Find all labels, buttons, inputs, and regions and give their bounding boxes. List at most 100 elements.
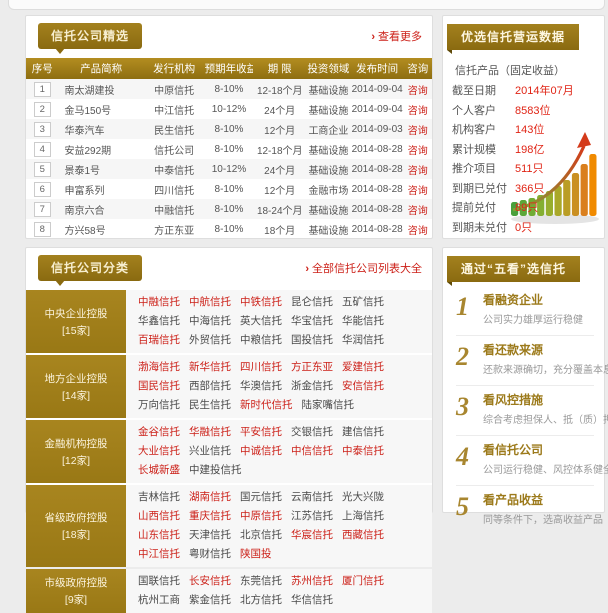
company-link[interactable]: 山东信托 xyxy=(138,529,180,541)
company-link[interactable]: 兴业信托 xyxy=(189,445,231,457)
company-link[interactable]: 外贸信托 xyxy=(189,334,231,346)
company-link[interactable]: 华宝信托 xyxy=(291,315,333,327)
company-link[interactable]: 西藏信托 xyxy=(342,529,384,541)
company-link[interactable]: 天津信托 xyxy=(189,529,231,541)
company-link[interactable]: 紫金信托 xyxy=(189,594,231,606)
five-look-number: 1 xyxy=(456,292,469,321)
company-link[interactable]: 中建投信托 xyxy=(189,464,242,476)
product-name-cell[interactable]: 方兴58号 xyxy=(64,225,106,237)
company-link[interactable]: 中铁信托 xyxy=(240,296,282,308)
company-link[interactable]: 中融信托 xyxy=(138,296,180,308)
company-link[interactable]: 国元信托 xyxy=(240,491,282,503)
field-cell: 工商企业 xyxy=(306,119,351,139)
company-link[interactable]: 英大信托 xyxy=(240,315,282,327)
product-name-cell[interactable]: 景泰1号 xyxy=(58,159,144,179)
product-name-cell[interactable]: 南太湖建投 xyxy=(58,79,144,99)
company-link[interactable]: 上海信托 xyxy=(342,510,384,522)
company-link[interactable]: 长城新盛 xyxy=(138,464,180,476)
company-link[interactable]: 建信信托 xyxy=(342,426,384,438)
company-link[interactable]: 中江信托 xyxy=(138,548,180,560)
company-link[interactable]: 万向信托 xyxy=(138,399,180,411)
company-link[interactable]: 厦门信托 xyxy=(342,575,384,587)
consult-link[interactable]: 咨询 xyxy=(407,225,428,237)
company-link[interactable]: 新时代信托 xyxy=(240,399,293,411)
column-header: 产品简称 xyxy=(58,58,144,79)
company-link[interactable]: 云南信托 xyxy=(291,491,333,503)
company-link[interactable]: 北方信托 xyxy=(240,594,282,606)
company-link[interactable]: 陕国投 xyxy=(240,548,272,560)
date-cell: 2014-09-04 xyxy=(350,79,404,99)
company-link[interactable]: 四川信托 xyxy=(240,361,282,373)
company-link[interactable]: 华融信托 xyxy=(189,426,231,438)
view-more-link[interactable]: › 查看更多 xyxy=(371,31,422,43)
company-link[interactable]: 浙金信托 xyxy=(291,380,333,392)
company-link[interactable]: 长安信托 xyxy=(189,575,231,587)
product-name-cell[interactable]: 南京六合 xyxy=(58,199,144,219)
company-link[interactable]: 国民信托 xyxy=(138,380,180,392)
company-link[interactable]: 粤财信托 xyxy=(189,548,231,560)
company-link[interactable]: 华信信托 xyxy=(291,594,333,606)
stat-value: 366只 xyxy=(515,182,545,195)
company-link[interactable]: 中泰信托 xyxy=(342,445,384,457)
company-link[interactable]: 新华信托 xyxy=(189,361,231,373)
operating-data-ribbon: 优选信托营运数据 xyxy=(447,24,580,54)
company-link[interactable]: 吉林信托 xyxy=(138,491,180,503)
company-link[interactable]: 平安信托 xyxy=(240,426,282,438)
company-link[interactable]: 五矿信托 xyxy=(342,296,384,308)
company-link[interactable]: 苏州信托 xyxy=(291,575,333,587)
company-link[interactable]: 西部信托 xyxy=(189,380,231,392)
all-companies-link[interactable]: › 全部信托公司列表大全 xyxy=(305,263,422,275)
company-link[interactable]: 重庆信托 xyxy=(189,510,231,522)
five-look-number: 5 xyxy=(456,492,469,521)
product-name-cell[interactable]: 申富系列 xyxy=(64,185,105,197)
company-link[interactable]: 中海信托 xyxy=(189,315,231,327)
company-link[interactable]: 中信信托 xyxy=(291,445,333,457)
company-link[interactable]: 东莞信托 xyxy=(240,575,282,587)
field-cell: 金融市场 xyxy=(308,185,349,197)
row-number-cell: 5 xyxy=(26,159,59,179)
consult-link[interactable]: 咨询 xyxy=(407,105,428,117)
company-link[interactable]: 江苏信托 xyxy=(291,510,333,522)
five-look-desc: 同等条件下，选高收益产品 xyxy=(483,515,603,526)
company-link[interactable]: 金谷信托 xyxy=(138,426,180,438)
company-link[interactable]: 爱建信托 xyxy=(342,361,384,373)
company-link[interactable]: 昆仑信托 xyxy=(291,296,333,308)
company-link[interactable]: 华宸信托 xyxy=(291,529,333,541)
company-link[interactable]: 华润信托 xyxy=(342,334,384,346)
company-link[interactable]: 华澳信托 xyxy=(240,380,282,392)
company-link[interactable]: 华鑫信托 xyxy=(138,315,180,327)
consult-link[interactable]: 咨询 xyxy=(407,85,428,97)
company-link[interactable]: 中航信托 xyxy=(189,296,231,308)
company-link[interactable]: 安信信托 xyxy=(342,380,384,392)
company-link[interactable]: 方正东亚 xyxy=(291,361,333,373)
product-name-cell[interactable]: 安益292期 xyxy=(64,145,112,157)
company-link[interactable]: 北京信托 xyxy=(240,529,282,541)
consult-link[interactable]: 咨询 xyxy=(407,185,428,197)
company-link[interactable]: 陆家嘴信托 xyxy=(301,399,355,411)
company-link[interactable]: 中诚信托 xyxy=(240,445,282,457)
company-link[interactable]: 百瑞信托 xyxy=(138,334,180,346)
company-link[interactable]: 大业信托 xyxy=(138,445,180,457)
product-name-cell[interactable]: 金马150号 xyxy=(64,105,112,117)
consult-link[interactable]: 咨询 xyxy=(407,145,428,157)
company-link[interactable]: 中原信托 xyxy=(240,510,282,522)
product-name-cell[interactable]: 华泰汽车 xyxy=(58,119,144,139)
company-link[interactable]: 华能信托 xyxy=(342,315,384,327)
five-look-text: 看产品收益 同等条件下，选高收益产品 xyxy=(483,494,603,527)
company-link[interactable]: 湖南信托 xyxy=(189,491,231,503)
column-header: 预期年收益 xyxy=(204,58,254,79)
company-link[interactable]: 杭州工商 xyxy=(138,594,180,606)
column-header: 咨询 xyxy=(403,58,432,79)
company-link[interactable]: 渤海信托 xyxy=(138,361,180,373)
company-link[interactable]: 国联信托 xyxy=(138,575,180,587)
consult-link[interactable]: 咨询 xyxy=(407,165,428,177)
company-link[interactable]: 中粮信托 xyxy=(240,334,282,346)
company-link[interactable]: 国投信托 xyxy=(291,334,333,346)
company-link[interactable]: 光大兴陇 xyxy=(342,491,384,503)
company-link[interactable]: 民生信托 xyxy=(189,399,231,411)
consult-link[interactable]: 咨询 xyxy=(407,125,428,137)
consult-link[interactable]: 咨询 xyxy=(407,205,428,217)
company-link[interactable]: 山西信托 xyxy=(138,510,180,522)
category-name: 地方企业控股 xyxy=(44,372,108,385)
company-link[interactable]: 交银信托 xyxy=(291,426,333,438)
